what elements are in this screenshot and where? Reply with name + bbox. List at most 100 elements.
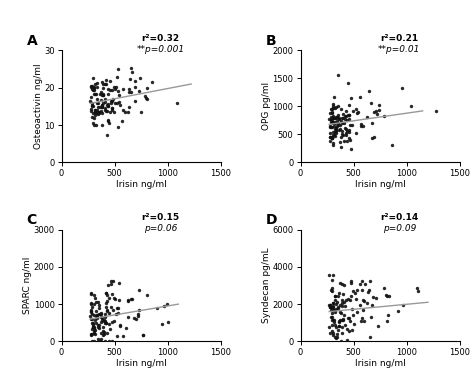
- Point: [367, 314, 375, 320]
- Point: [108, 98, 116, 104]
- Point: [102, 108, 109, 114]
- Point: [91, 327, 99, 333]
- Point: [87, 108, 95, 114]
- Point: [108, 104, 116, 111]
- Point: [110, 317, 118, 324]
- Point: [342, 297, 349, 303]
- Point: [89, 320, 97, 326]
- Point: [143, 85, 151, 91]
- Point: [103, 132, 111, 138]
- Point: [108, 100, 115, 106]
- Point: [332, 128, 340, 134]
- Text: r²=0.15: r²=0.15: [141, 213, 180, 222]
- Point: [343, 128, 350, 134]
- Point: [331, 297, 338, 303]
- Point: [329, 330, 337, 336]
- Point: [347, 95, 355, 101]
- Point: [353, 110, 360, 116]
- Point: [99, 317, 106, 323]
- Point: [108, 291, 116, 297]
- Point: [332, 334, 340, 341]
- Point: [330, 132, 338, 138]
- Point: [98, 330, 105, 336]
- Point: [103, 307, 110, 314]
- Point: [358, 288, 366, 294]
- Point: [101, 105, 109, 111]
- Point: [88, 102, 96, 108]
- Point: [114, 66, 121, 72]
- Point: [332, 125, 339, 132]
- Point: [90, 85, 98, 92]
- X-axis label: Irisin ng/ml: Irisin ng/ml: [116, 180, 167, 189]
- Point: [352, 130, 359, 136]
- Point: [328, 124, 335, 130]
- Point: [93, 84, 101, 90]
- Text: A: A: [27, 34, 37, 48]
- Point: [337, 126, 344, 132]
- Point: [331, 129, 338, 135]
- Point: [328, 135, 336, 141]
- Point: [368, 120, 376, 126]
- Point: [328, 287, 335, 293]
- Point: [100, 332, 107, 338]
- Point: [348, 306, 356, 312]
- Point: [87, 308, 94, 314]
- Point: [335, 115, 343, 121]
- Point: [109, 96, 116, 102]
- Point: [103, 292, 111, 298]
- Point: [353, 309, 360, 315]
- Point: [329, 120, 337, 126]
- Point: [329, 101, 337, 107]
- Point: [338, 300, 346, 307]
- Point: [329, 132, 337, 138]
- Text: C: C: [27, 213, 37, 227]
- Point: [108, 281, 115, 288]
- Point: [119, 107, 127, 114]
- Point: [103, 298, 110, 304]
- Point: [342, 130, 350, 136]
- Point: [329, 120, 337, 126]
- Point: [328, 285, 336, 291]
- Point: [91, 91, 99, 97]
- Point: [110, 294, 118, 301]
- Point: [96, 338, 104, 344]
- Point: [335, 319, 343, 325]
- Point: [346, 296, 354, 303]
- Point: [329, 317, 337, 323]
- Point: [91, 91, 98, 97]
- Point: [101, 96, 109, 102]
- Point: [115, 297, 123, 303]
- Point: [356, 302, 364, 308]
- Point: [363, 300, 371, 306]
- Point: [100, 331, 108, 337]
- Point: [100, 81, 107, 87]
- Point: [339, 316, 346, 322]
- Point: [108, 107, 115, 113]
- Point: [115, 99, 122, 105]
- Point: [358, 318, 365, 324]
- Point: [90, 115, 98, 121]
- Text: **p=0.001: **p=0.001: [137, 45, 184, 54]
- Point: [95, 302, 103, 308]
- Point: [126, 76, 134, 82]
- Point: [334, 303, 342, 310]
- Point: [359, 297, 366, 303]
- Point: [92, 110, 100, 116]
- Point: [346, 127, 353, 133]
- Point: [113, 333, 120, 339]
- Point: [329, 113, 337, 119]
- Point: [158, 321, 166, 327]
- Point: [367, 100, 374, 106]
- Point: [141, 93, 149, 99]
- Point: [331, 309, 339, 315]
- Point: [328, 109, 336, 115]
- Point: [338, 120, 346, 126]
- Point: [333, 334, 340, 340]
- Point: [338, 296, 346, 303]
- Point: [333, 123, 340, 130]
- Point: [92, 313, 100, 319]
- Point: [102, 81, 110, 88]
- Point: [336, 323, 343, 329]
- Point: [116, 322, 123, 329]
- Point: [385, 293, 393, 300]
